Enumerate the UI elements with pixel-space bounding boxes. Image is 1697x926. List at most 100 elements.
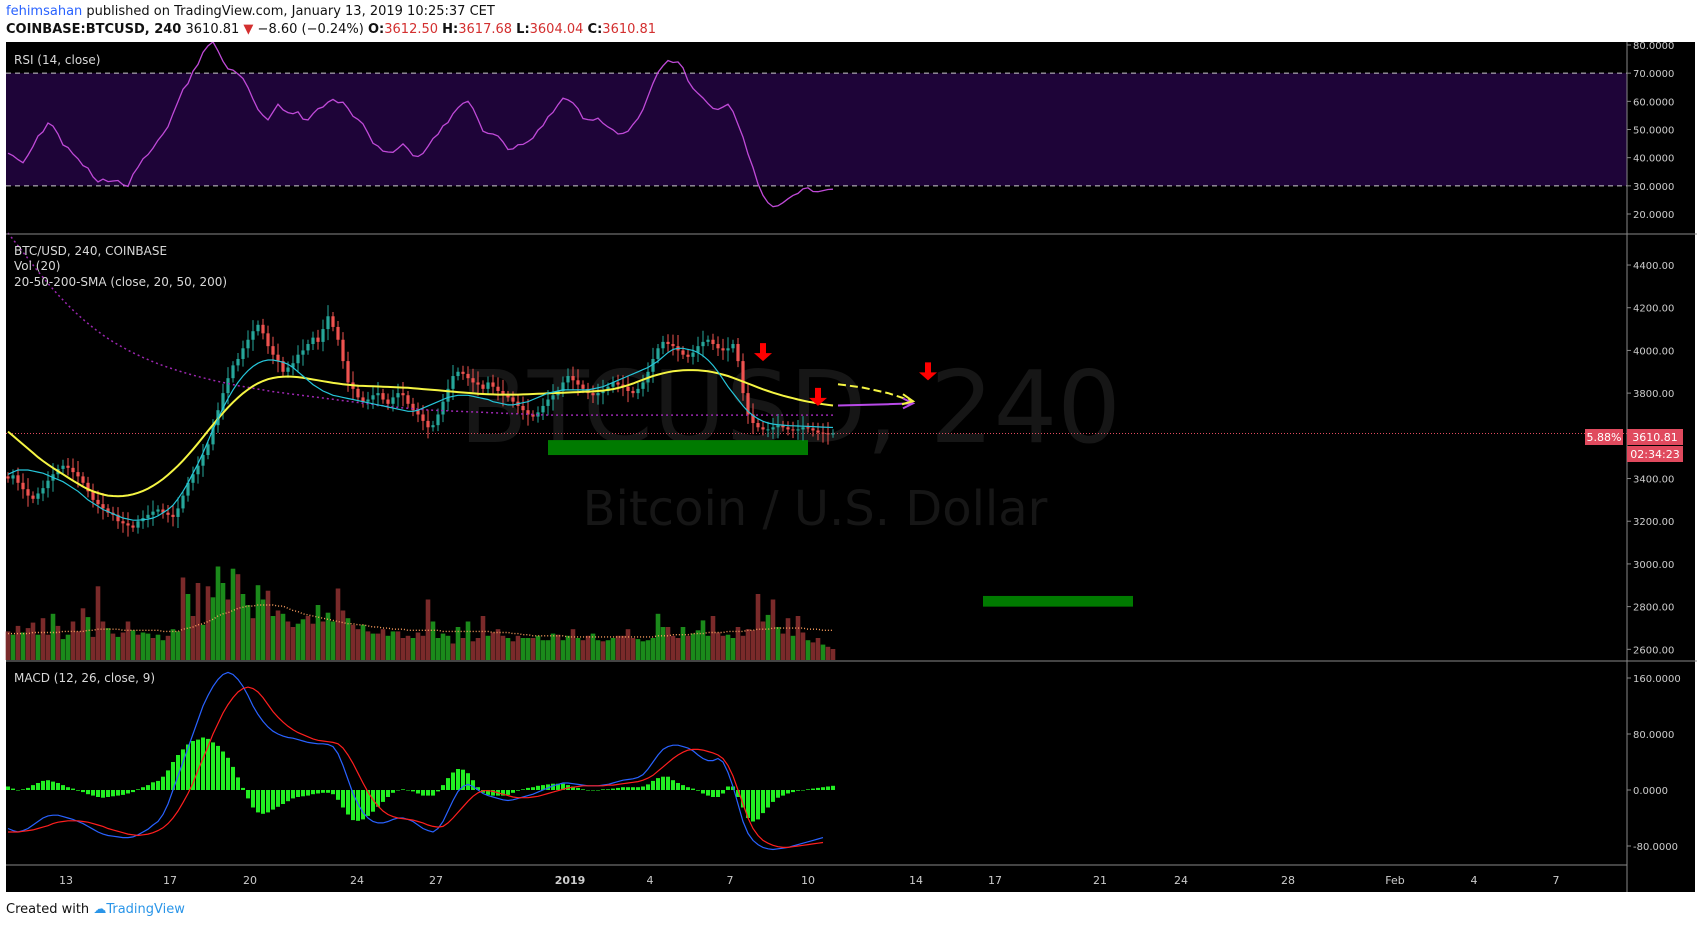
macd-histogram-bar (221, 751, 225, 790)
candle-body (491, 382, 495, 387)
volume-bar (235, 574, 241, 660)
candle-body (191, 474, 195, 483)
macd-histogram-bar (191, 741, 195, 790)
candle-body (281, 361, 285, 372)
volume-bar (755, 594, 761, 660)
volume-bar (320, 621, 326, 660)
macd-tick-label: 160.0000 (1633, 674, 1681, 685)
macd-histogram-bar (26, 787, 30, 790)
red-down-arrow-icon (809, 387, 827, 406)
volume-bar (475, 638, 481, 660)
candle-body (116, 514, 120, 522)
macd-histogram-bar (386, 790, 390, 797)
author-link[interactable]: fehimsahan (6, 4, 83, 19)
candle-body (341, 339, 345, 362)
macd-histogram-bar (476, 787, 480, 790)
candle-body (176, 508, 180, 517)
price-tick-label: 3000.00 (1633, 560, 1674, 571)
sma-legend: 20-50-200-SMA (close, 20, 50, 200) (14, 275, 227, 289)
volume-bar (455, 627, 461, 660)
volume-bar (725, 634, 731, 660)
macd-histogram-bar (751, 790, 755, 822)
volume-bar (775, 627, 781, 660)
time-axis[interactable]: 13 17 20 24 27 2019 4 7 10 14 17 21 24 28 Feb 4 7 (59, 874, 1560, 887)
volume-bar (260, 599, 266, 660)
rsi-tick-label: 40.0000 (1633, 154, 1674, 165)
volume-bar (715, 632, 721, 660)
price-tick-label: 3200.00 (1633, 517, 1674, 528)
macd-histogram-bar (481, 790, 485, 793)
volume-bar (595, 640, 601, 660)
candle-body (206, 444, 210, 456)
volume-bar (345, 618, 351, 660)
macd-histogram-bar (356, 790, 360, 821)
candle-body (41, 488, 45, 494)
macd-histogram-bar (246, 790, 250, 799)
volume-bar (590, 633, 596, 660)
volume-bar (805, 640, 811, 660)
macd-histogram-bar (281, 790, 285, 804)
macd-histogram-bar (116, 790, 120, 796)
tradingview-link[interactable]: TradingView (106, 902, 185, 917)
trading-chart[interactable]: BTCUSD, 240 Bitcoin / U.S. Dollar 80.000… (0, 42, 1697, 898)
macd-histogram-bar (596, 790, 600, 791)
candle-body (406, 395, 410, 404)
volume-bar (515, 635, 521, 660)
red-down-arrow-icon (919, 362, 937, 381)
volume-bar (730, 638, 736, 660)
volume-bar (350, 624, 356, 660)
time-tick-label: 20 (243, 874, 257, 887)
candle-body (726, 348, 730, 351)
macd-histogram-bar (311, 790, 315, 795)
volume-bar (445, 635, 451, 660)
candle-body (481, 384, 485, 389)
macd-histogram-bar (351, 790, 355, 821)
macd-histogram-bar (441, 785, 445, 790)
macd-histogram-bar (506, 790, 510, 795)
rsi-tick-label: 80.0000 (1633, 42, 1674, 52)
candle-body (291, 363, 295, 368)
candle-body (711, 339, 715, 345)
candle-body (166, 512, 170, 515)
macd-histogram-bar (746, 790, 750, 818)
candle-body (121, 521, 125, 524)
candle-body (6, 476, 10, 479)
candle-body (81, 476, 85, 483)
time-tick-label: 2019 (555, 874, 586, 887)
candle-body (456, 371, 460, 377)
macd-histogram-bar (711, 790, 715, 797)
macd-histogram-bar (716, 790, 720, 797)
macd-histogram-bar (266, 790, 270, 813)
candle-body (696, 346, 700, 353)
candle-body (416, 410, 420, 415)
macd-histogram-bar (426, 790, 430, 796)
macd-histogram-bar (46, 780, 50, 790)
volume-bar (790, 635, 796, 660)
candle-body (821, 432, 825, 434)
volume-bar (485, 635, 491, 660)
candle-body (261, 324, 265, 334)
volume-bar (760, 621, 766, 660)
macd-histogram-bar (286, 790, 290, 802)
macd-histogram-bar (76, 790, 80, 791)
volume-bar (390, 631, 396, 660)
volume-bar (360, 624, 366, 660)
volume-bar (115, 636, 121, 660)
price-pane (6, 232, 1627, 607)
macd-histogram-bar (666, 776, 670, 790)
macd-histogram-bar (776, 790, 780, 798)
price-axis[interactable]: 80.0000 70.0000 60.0000 50.0000 40.0000 30.00… (1627, 42, 1681, 853)
candle-body (746, 393, 750, 415)
volume-bar (55, 625, 61, 660)
volume-pane (5, 566, 836, 660)
candle-body (196, 465, 200, 475)
candle-body (106, 508, 110, 513)
candle-body (566, 376, 570, 383)
candle-body (736, 344, 740, 362)
macd-histogram-bar (21, 789, 25, 790)
change-value: −8.60 (−0.24%) (257, 22, 364, 37)
time-tick-label: 14 (909, 874, 923, 887)
candle-body (816, 430, 820, 433)
low-label: L: (516, 22, 530, 37)
candle-body (591, 393, 595, 396)
